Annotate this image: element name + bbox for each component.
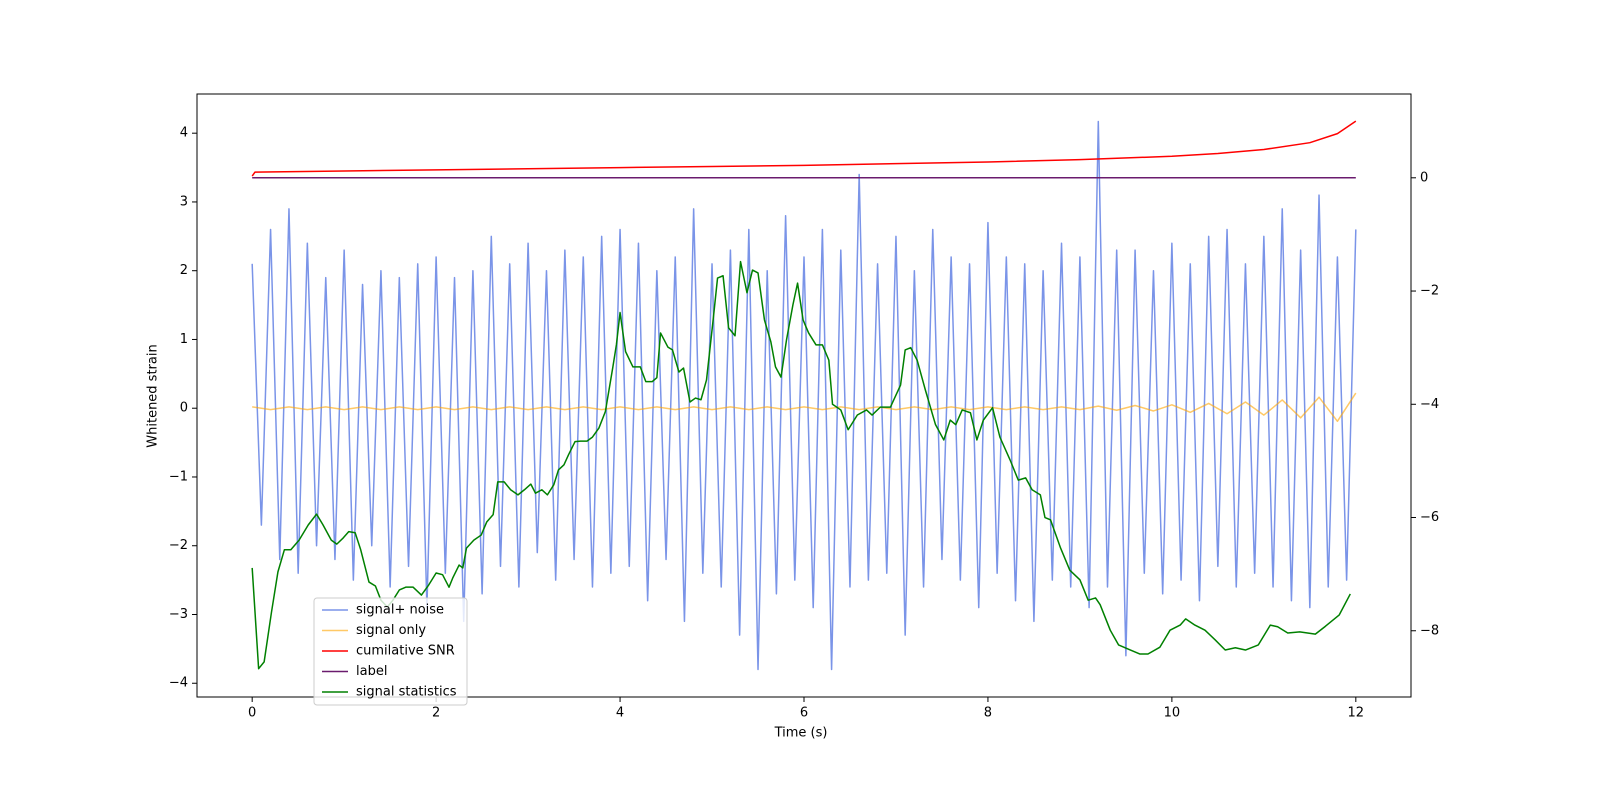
- x-tick-label: 2: [432, 706, 440, 721]
- y-tick-label: −3: [169, 607, 188, 622]
- y-tick-label: 4: [180, 126, 188, 141]
- y-tick-label: 2: [180, 263, 188, 278]
- y2-tick-label: 0: [1420, 170, 1428, 185]
- y2-tick-label: −6: [1420, 510, 1439, 525]
- series-line: [252, 392, 1357, 423]
- legend-label: label: [356, 664, 387, 679]
- series-line: [251, 260, 1351, 670]
- y-tick-label: 3: [180, 194, 188, 209]
- y-tick-label: 0: [180, 401, 188, 416]
- x-tick-label: 4: [616, 706, 624, 721]
- y2-tick-label: −4: [1420, 397, 1439, 412]
- x-tick-label: 10: [1164, 706, 1181, 721]
- y-axis-label: Whitened strain: [146, 344, 161, 447]
- legend: signal+ noise signal only cumilative SNR la…: [313, 597, 468, 706]
- legend-label: signal only: [356, 623, 426, 638]
- series-line: [251, 120, 1357, 671]
- y-tick-label: −4: [169, 676, 188, 691]
- y-tick-label: −2: [169, 538, 188, 553]
- x-tick-label: 0: [248, 706, 256, 721]
- legend-label: cumilative SNR: [356, 644, 455, 659]
- x-axis-label: Time (s): [774, 726, 828, 741]
- y2-tick-label: −2: [1420, 284, 1439, 299]
- y2-tick-label: −8: [1420, 623, 1439, 638]
- legend-label: signal+ noise: [356, 603, 444, 618]
- x-tick-label: 8: [984, 706, 992, 721]
- y-tick-label: 1: [180, 332, 188, 347]
- x-tick-label: 12: [1348, 706, 1365, 721]
- series-line: [251, 120, 1357, 177]
- x-tick-label: 6: [800, 706, 808, 721]
- legend-label: signal statistics: [356, 685, 457, 700]
- legend-frame: [313, 597, 468, 706]
- y-tick-label: −1: [169, 469, 188, 484]
